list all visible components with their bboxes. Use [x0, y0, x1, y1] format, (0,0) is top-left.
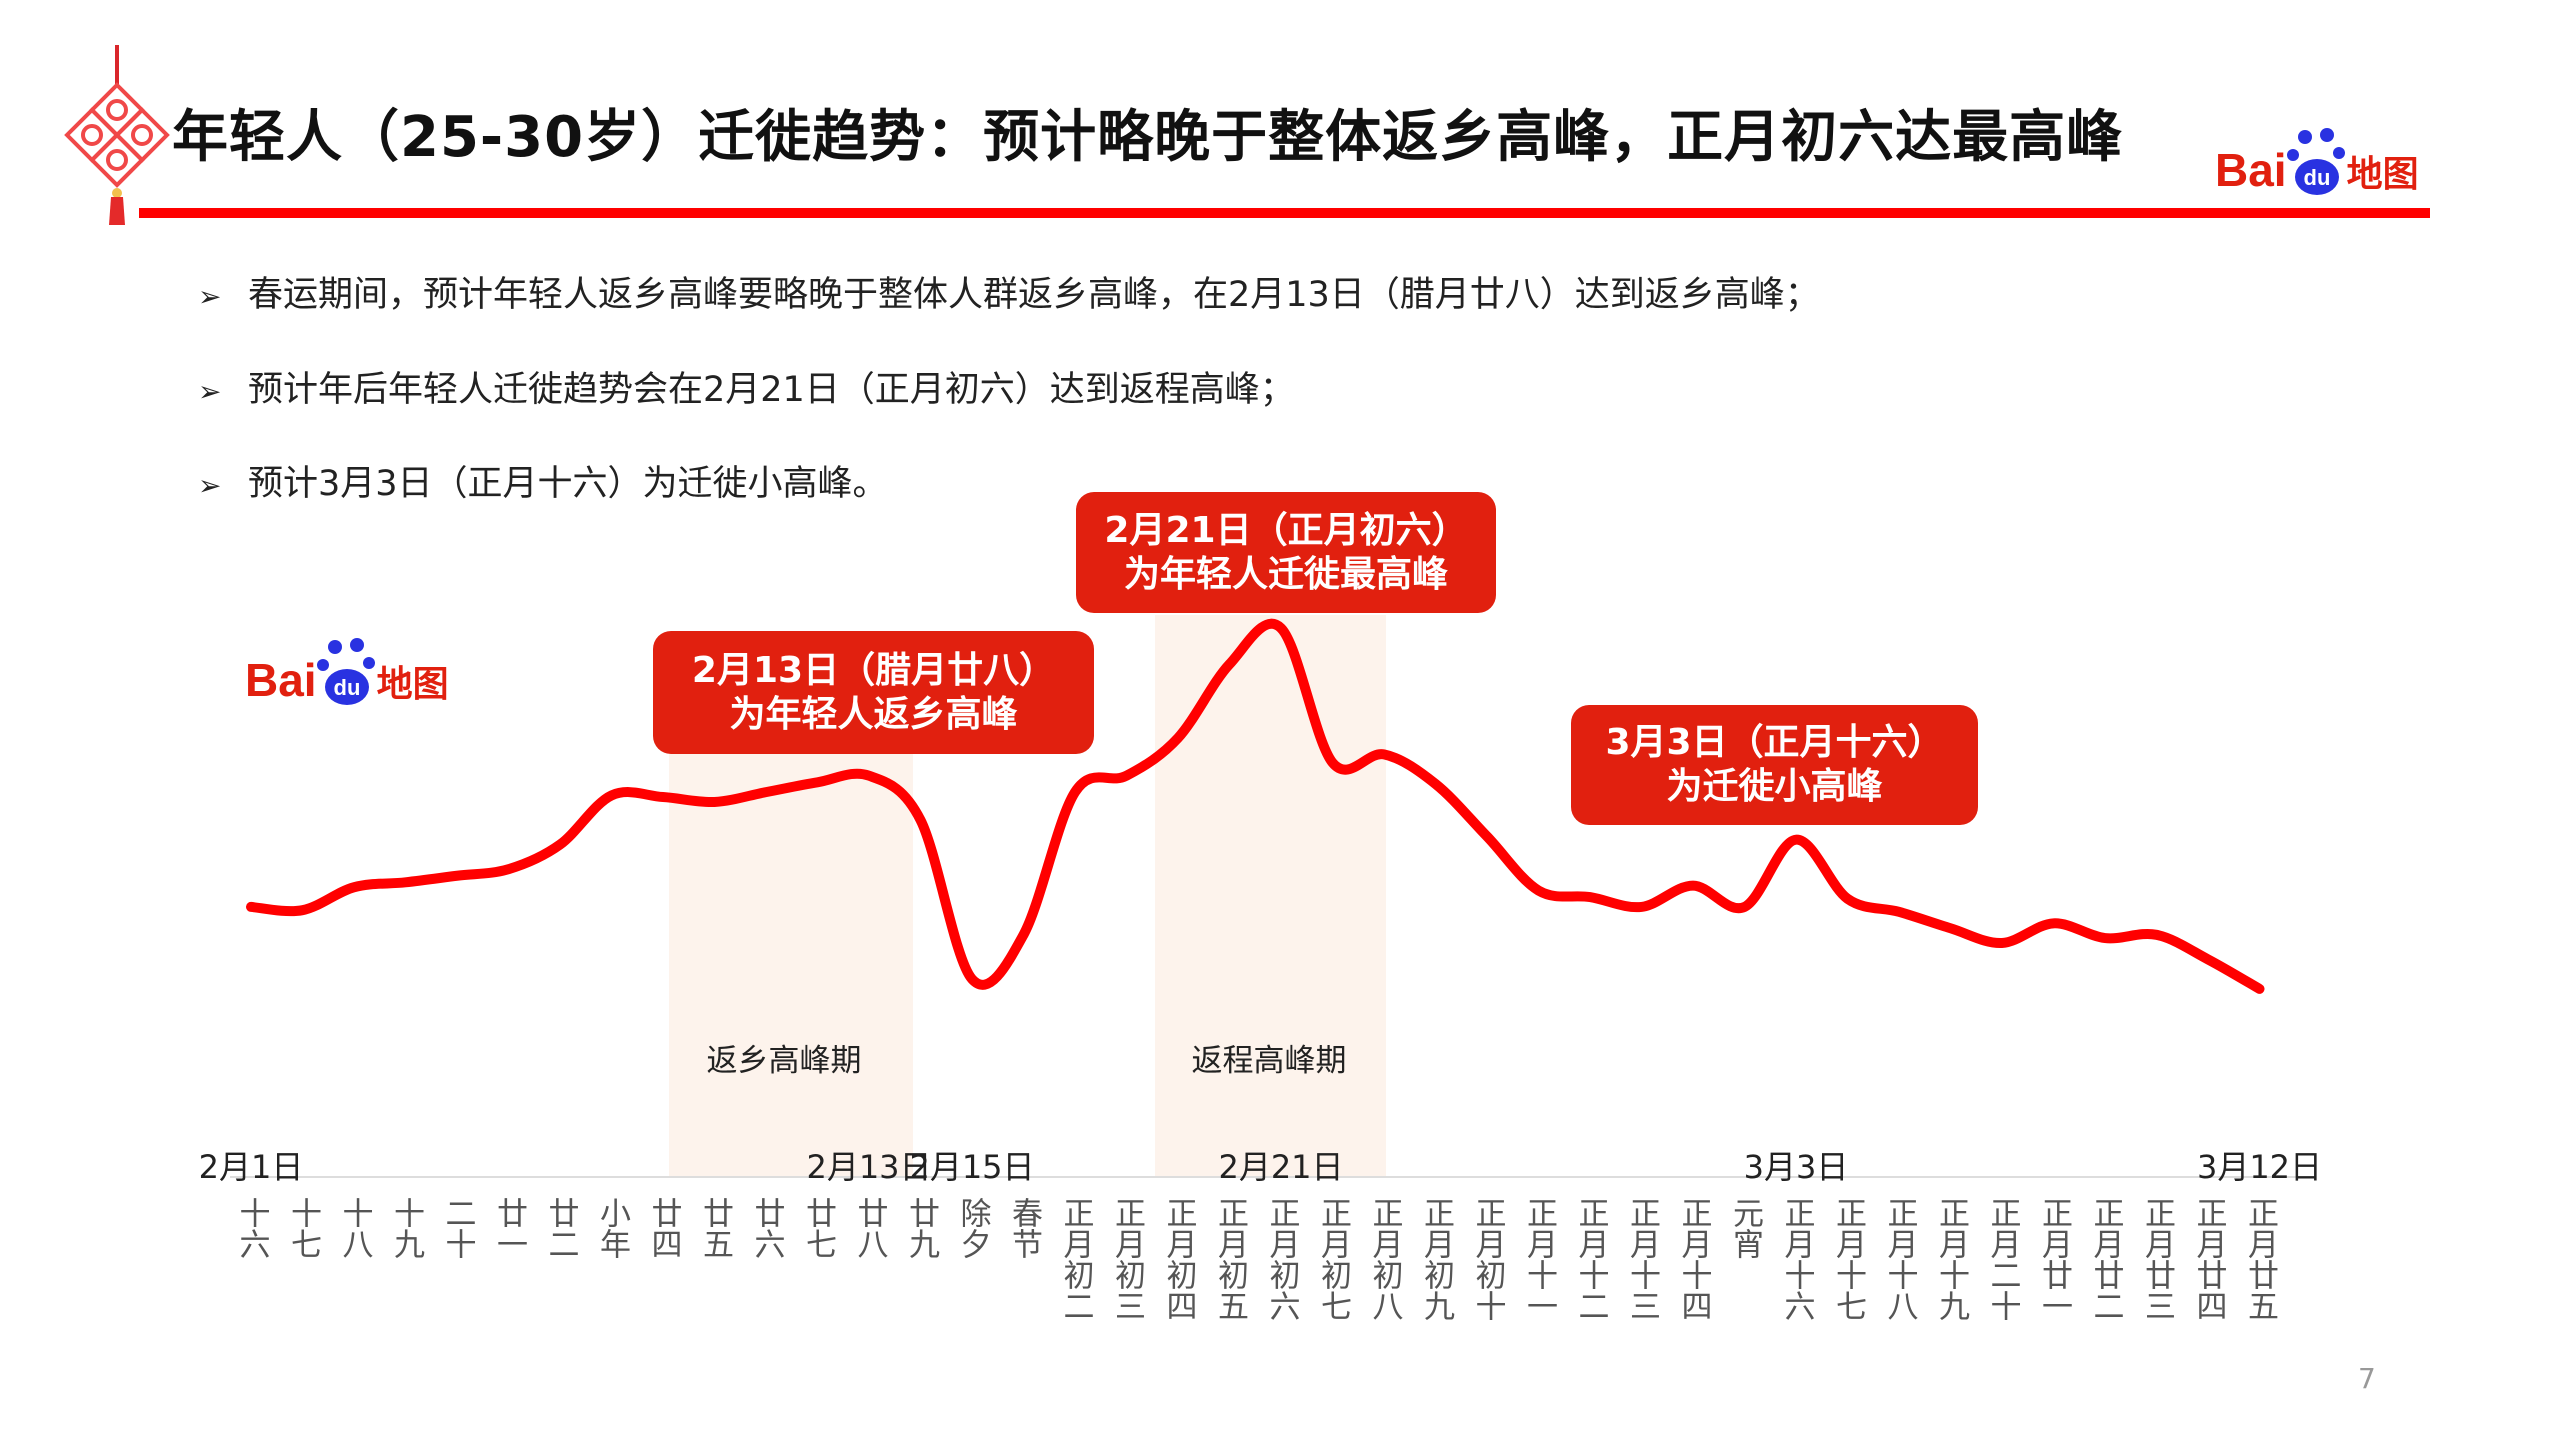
x-tick-label: 3月3日 — [1743, 1148, 1849, 1186]
lunar-date-label: 十七 — [285, 1197, 321, 1259]
callout-line: 为年轻人返乡高峰 — [729, 693, 1018, 735]
lunar-date-label: 正月十七 — [1830, 1197, 1866, 1321]
lunar-date-label: 小年 — [594, 1197, 630, 1259]
callout-line: 为年轻人迁徙最高峰 — [1123, 553, 1448, 595]
lunar-date-label: 正月廿四 — [2190, 1197, 2227, 1321]
lunar-date-label: 元宵 — [1727, 1197, 1763, 1259]
annotation-callout: 3月3日（正月十六） 为迁徙小高峰 — [1571, 705, 1978, 825]
baidu-map-logo-chart: Bai du 地图 — [245, 635, 449, 707]
lunar-date-label: 廿九 — [903, 1197, 939, 1259]
lunar-date-label: 正月十九 — [1933, 1197, 1969, 1321]
bullet-text: 春运期间，预计年轻人返乡高峰要略晚于整体人群返乡高峰，在2月13日（腊月廿八）达… — [248, 275, 1820, 315]
lunar-date-label: 正月初四 — [1160, 1197, 1197, 1321]
lunar-date-label: 正月廿五 — [2242, 1197, 2278, 1321]
lunar-date-label: 正月初三 — [1109, 1197, 1145, 1321]
lunar-date-label: 二十 — [439, 1197, 476, 1259]
lunar-date-label: 正月廿二 — [2087, 1197, 2124, 1321]
lunar-date-label: 正月初二 — [1057, 1197, 1094, 1321]
x-tick-label: 2月13日 — [806, 1148, 932, 1186]
lunar-date-label: 廿二 — [542, 1197, 579, 1259]
bullet-item: ➢ 春运期间，预计年轻人返乡高峰要略晚于整体人群返乡高峰，在2月13日（腊月廿八）… — [198, 266, 1820, 317]
svg-text:du: du — [333, 675, 360, 700]
x-tick-label: 2月15日 — [909, 1148, 1035, 1186]
annotation-callout: 2月13日（腊月廿八） 为年轻人返乡高峰 — [653, 631, 1094, 754]
lunar-date-label: 正月初八 — [1366, 1197, 1403, 1321]
lunar-date-label: 正月十六 — [1778, 1197, 1815, 1321]
x-tick-label: 2月21日 — [1218, 1148, 1344, 1186]
lunar-date-label: 正月二十 — [1984, 1197, 2021, 1321]
lunar-date-label: 廿七 — [800, 1197, 836, 1259]
logo-map-text: 地图 — [2346, 154, 2419, 195]
band-homecoming-peak — [669, 746, 913, 1176]
bullet-text: 预计3月3日（正月十六）为迁徙小高峰。 — [248, 464, 888, 504]
arrowhead-right-icon: ➢ — [198, 280, 222, 313]
lunar-date-label: 正月十八 — [1881, 1197, 1918, 1321]
arrowhead-right-icon: ➢ — [198, 469, 222, 502]
lunar-date-label: 正月初六 — [1263, 1197, 1300, 1321]
lunar-date-label: 廿四 — [645, 1197, 682, 1259]
lunar-date-label: 十八 — [336, 1197, 373, 1259]
callout-line: 为迁徙小高峰 — [1666, 766, 1883, 807]
x-tick-label: 3月12日 — [2196, 1148, 2323, 1186]
page-title: 年轻人（25-30岁）迁徙趋势：预计略晚于整体返乡高峰，正月初六达最高峰 — [172, 105, 2124, 170]
bullet-item: ➢ 预计3月3日（正月十六）为迁徙小高峰。 — [198, 455, 888, 506]
lunar-date-label: 廿一 — [491, 1197, 527, 1259]
series-line — [246, 618, 2265, 994]
band-label: 返程高峰期 — [1191, 1043, 1347, 1079]
lunar-date-label: 廿五 — [697, 1197, 733, 1259]
page-number: 7 — [2358, 1362, 2376, 1395]
lunar-date-label: 正月十一 — [1521, 1197, 1557, 1321]
annotation-callout: 2月21日（正月初六） 为年轻人迁徙最高峰 — [1076, 492, 1496, 613]
lunar-date-label: 除夕 — [954, 1197, 991, 1259]
baidu-paw-icon: du — [2286, 128, 2345, 195]
x-axis-line — [230, 1176, 2296, 1178]
callout-line: 3月3日（正月十六） — [1605, 722, 1944, 763]
lunar-date-label: 正月初九 — [1418, 1197, 1454, 1321]
lunar-date-label: 十九 — [388, 1197, 424, 1259]
arrowhead-right-icon: ➢ — [198, 375, 222, 408]
lunar-date-label: 正月初五 — [1212, 1197, 1248, 1321]
baidu-paw-icon: du — [316, 638, 375, 705]
lunar-date-label: 春节 — [1006, 1197, 1042, 1259]
logo-map-text: 地图 — [376, 664, 449, 705]
lunar-date-label: 正月十四 — [1675, 1197, 1712, 1321]
lunar-date-label: 正月初十 — [1469, 1197, 1506, 1321]
lunar-date-label: 廿八 — [851, 1197, 888, 1259]
baidu-map-logo: Bai du 地图 — [2215, 125, 2419, 197]
lunar-date-label: 正月十二 — [1572, 1197, 1609, 1321]
lunar-date-label: 正月廿三 — [2139, 1197, 2175, 1321]
logo-brand-text: Bai — [2215, 144, 2287, 196]
lunar-date-label: 廿六 — [748, 1197, 785, 1259]
title-underline — [139, 208, 2430, 218]
svg-text:du: du — [2303, 165, 2330, 190]
lunar-date-label: 正月廿一 — [2036, 1197, 2072, 1321]
lunar-date-label: 正月初七 — [1315, 1197, 1351, 1321]
chinese-knot-icon — [64, 45, 170, 225]
band-label: 返乡高峰期 — [706, 1043, 862, 1079]
x-tick-label: 2月1日 — [198, 1148, 304, 1186]
bullet-text: 预计年后年轻人迁徙趋势会在2月21日（正月初六）达到返程高峰； — [248, 370, 1295, 410]
bullet-item: ➢ 预计年后年轻人迁徙趋势会在2月21日（正月初六）达到返程高峰； — [198, 361, 1295, 412]
lunar-date-label: 正月十三 — [1624, 1197, 1660, 1321]
callout-line: 2月13日（腊月廿八） — [691, 649, 1056, 691]
lunar-date-label: 十六 — [233, 1197, 270, 1259]
logo-brand-text: Bai — [245, 654, 317, 706]
callout-line: 2月21日（正月初六） — [1104, 509, 1468, 551]
